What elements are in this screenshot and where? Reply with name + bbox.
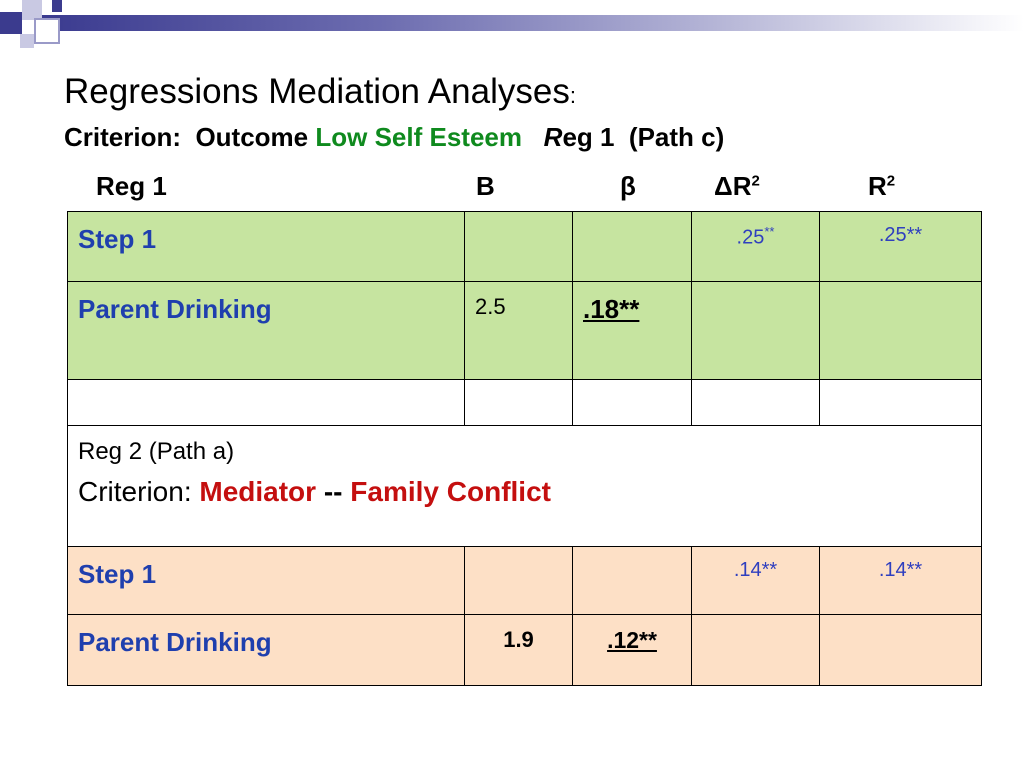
reg2-criterion: Criterion: Mediator -- Family Conflict <box>78 476 971 508</box>
mediator-name: Family Conflict <box>350 476 551 507</box>
cell-predictor: Parent Drinking <box>67 281 465 380</box>
title-colon: : <box>569 83 576 108</box>
decorative-square <box>52 0 62 12</box>
r2-value: .14** <box>878 559 923 581</box>
empty-cell <box>819 379 982 426</box>
delta-r2-value: .14** <box>733 559 778 581</box>
cell-beta: .12** <box>572 614 692 686</box>
cell-predictor: Parent Drinking <box>67 614 465 686</box>
predictor-label: Parent Drinking <box>78 294 272 324</box>
cell-beta <box>572 211 692 282</box>
cell-b: 1.9 <box>464 614 573 686</box>
reg-italic-r: R <box>543 122 563 152</box>
decorative-square <box>0 12 22 34</box>
empty-cell <box>572 379 692 426</box>
cell-delta-r2 <box>691 281 820 380</box>
delta-r-text: ΔR <box>714 171 752 201</box>
slide-title: Regressions Mediation Analyses: <box>64 70 576 118</box>
decorative-square <box>20 34 34 48</box>
criterion-line: Criterion: Outcome Low Self Esteem Reg 1… <box>64 122 724 153</box>
cell-b: 2.5 <box>464 281 573 380</box>
criterion-outcome: Low Self Esteem <box>315 122 522 152</box>
reg-path-label: eg 1 (Path c) <box>562 122 725 152</box>
table-row: Step 1 .25** .25** <box>67 211 982 282</box>
reg2-heading-cell: Reg 2 (Path a) Criterion: Mediator -- Fa… <box>67 425 982 547</box>
criterion-prefix: Criterion: Outcome <box>64 122 316 152</box>
decorative-square <box>34 18 60 44</box>
cell-r2: .14** <box>819 546 982 615</box>
beta-value: .12** <box>607 627 657 653</box>
criterion-colon: : <box>183 476 200 507</box>
r-text: R <box>868 171 887 201</box>
cell-delta-r2: .14** <box>691 546 820 615</box>
cell-b <box>464 546 573 615</box>
col-header-reg: Reg 1 <box>96 171 167 201</box>
r2-value: .25** <box>878 224 923 246</box>
cell-step-label: Step 1 <box>67 546 465 615</box>
b-value: 2.5 <box>475 294 506 319</box>
b-value: 1.9 <box>503 627 534 652</box>
cell-step-label: Step 1 <box>67 211 465 282</box>
header-gradient-bar <box>40 15 1024 31</box>
delta-r2-value: .25 <box>736 226 765 249</box>
criterion-label: Criterion <box>78 476 184 507</box>
empty-cell <box>67 379 465 426</box>
title-text: Regressions Mediation Analyses <box>64 72 570 111</box>
table-row: Parent Drinking 2.5 .18** <box>67 281 982 380</box>
superscript: 2 <box>751 172 760 190</box>
cell-r2: .25** <box>819 211 982 282</box>
col-header-b: B <box>476 171 495 201</box>
significance-stars: ** <box>764 224 775 239</box>
table-row: Reg 2 (Path a) Criterion: Mediator -- Fa… <box>67 425 982 547</box>
cell-r2 <box>819 614 982 686</box>
table-row: Step 1 .14** .14** <box>67 546 982 615</box>
mediator-label: Mediator <box>199 476 317 507</box>
empty-cell <box>691 379 820 426</box>
cell-delta-r2 <box>691 614 820 686</box>
results-table: Step 1 .25** .25** Parent Drinking 2.5 .… <box>67 211 982 686</box>
cell-b <box>464 211 573 282</box>
cell-beta <box>572 546 692 615</box>
cell-r2 <box>819 281 982 380</box>
beta-value: .18** <box>583 294 640 324</box>
cell-beta: .18** <box>572 281 692 380</box>
dash: -- <box>316 476 351 507</box>
col-header-r2: R2 <box>868 171 895 202</box>
table-row <box>67 379 982 426</box>
empty-cell <box>464 379 573 426</box>
superscript: 2 <box>886 172 896 190</box>
col-header-delta-r2: ΔR2 <box>714 171 760 202</box>
cell-delta-r2: .25** <box>691 211 820 282</box>
step-label: Step 1 <box>78 224 157 254</box>
predictor-label: Parent Drinking <box>78 627 272 657</box>
table-row: Parent Drinking 1.9 .12** <box>67 614 982 686</box>
decorative-square <box>22 0 42 20</box>
col-header-beta: β <box>620 171 636 201</box>
step-label: Step 1 <box>78 559 157 589</box>
reg2-title: Reg 2 (Path a) <box>78 438 235 465</box>
